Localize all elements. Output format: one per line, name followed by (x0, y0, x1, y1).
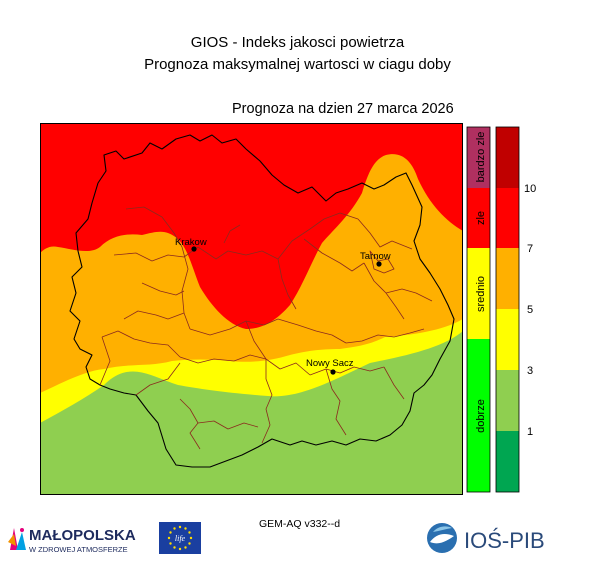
scale-value: 5 (527, 304, 533, 316)
category-zle-swatch (467, 188, 490, 248)
forecast-date: Prognoza na dzien 27 marca 2026 (232, 101, 454, 117)
category-srednio-swatch (467, 248, 490, 339)
city-marker (376, 261, 382, 267)
category-zle-label: zle (475, 211, 487, 225)
page-title: GIOS - Indeks jakosci powietrza (190, 34, 405, 51)
scale-swatch (496, 370, 519, 431)
scale-value: 3 (527, 365, 533, 377)
malopolska-tagline: W ZDROWEJ ATMOSFERZE (29, 545, 128, 554)
map-frame (40, 123, 463, 495)
city-krakow: Krakow (175, 237, 207, 252)
city-tarnow: Tarnow (360, 251, 391, 267)
eu-life-logo: life (159, 522, 201, 554)
city-marker (191, 246, 197, 252)
category-bardzo-zle-label: bardzo zle (475, 132, 487, 183)
eu-stars-icon (167, 525, 193, 551)
scale-value: 10 (524, 183, 536, 195)
forecast-map: Krakow Tarnow Nowy Sacz (40, 123, 463, 495)
scale-swatch (496, 431, 519, 492)
city-label: Krakow (175, 237, 207, 248)
scale-swatch (496, 188, 519, 248)
category-dobrze-swatch (467, 339, 490, 492)
life-text: life (175, 534, 186, 543)
scale-swatch (496, 248, 519, 309)
malopolska-name: MAŁOPOLSKA (29, 527, 136, 544)
ios-pib-mark-icon (427, 523, 457, 553)
category-srednio-label: srednio (475, 276, 487, 312)
scale-bar-frame (495, 126, 520, 493)
category-dobrze-label: dobrze (475, 399, 487, 433)
city-label: Nowy Sacz (306, 358, 354, 369)
ios-pib-logo: IOŚ-PIB (427, 523, 545, 553)
city-nowy-sacz: Nowy Sacz (306, 358, 354, 375)
scale-swatch (496, 127, 519, 188)
city-label: Tarnow (360, 251, 391, 262)
ios-pib-name: IOŚ-PIB (464, 528, 545, 553)
scale-value: 1 (527, 426, 533, 438)
value-scale-bar: 1 3 5 7 10 (495, 126, 536, 493)
malopolska-logo: MAŁOPOLSKA W ZDROWEJ ATMOSFERZE (8, 527, 136, 554)
city-marker (330, 369, 336, 375)
category-bar: dobrze srednio zle bardzo zle (466, 126, 491, 493)
model-version: GEM-AQ v332--d (259, 518, 341, 530)
malopolska-mark-icon (8, 528, 26, 550)
category-bardzo-zle-swatch (467, 127, 490, 188)
scale-value: 7 (527, 243, 533, 255)
zone-bad (40, 123, 463, 329)
page-subtitle: Prognoza maksymalnej wartosci w ciagu do… (144, 56, 451, 73)
category-bar-frame (466, 126, 491, 493)
scale-swatch (496, 309, 519, 370)
